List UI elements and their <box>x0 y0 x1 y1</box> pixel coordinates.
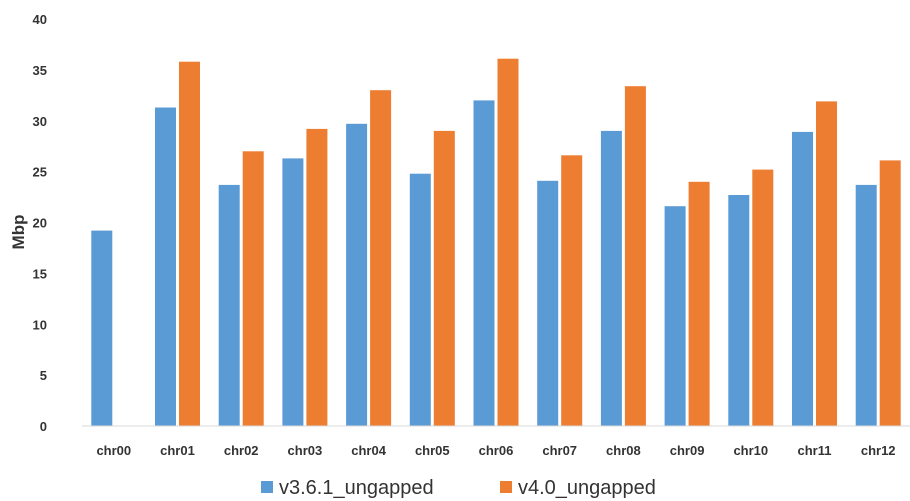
bar-chr09-series-1 <box>664 206 686 426</box>
bar-chr03-series-1 <box>282 158 304 426</box>
bar-chr02-series-2 <box>242 151 264 427</box>
bar-chr04-series-2 <box>370 90 392 426</box>
bar-chr08-series-1 <box>600 130 622 426</box>
y-tick-label: 40 <box>33 12 47 27</box>
x-tick-label: chr10 <box>733 443 768 458</box>
bar-chr12-series-1 <box>855 184 877 426</box>
legend: v3.6.1_ungapped v4.0_ungapped <box>261 477 656 499</box>
bar-chr02-series-1 <box>218 184 240 426</box>
x-axis: chr00 chr01 chr02 chr03 chr04 chr05 chr06 chr07… <box>82 425 910 458</box>
bar-chr10-series-2 <box>752 169 774 426</box>
bar-chr03-series-2 <box>306 128 328 426</box>
bar-chr05-series-1 <box>409 173 431 426</box>
legend-swatch <box>261 481 273 493</box>
x-tick-label: chr11 <box>798 443 832 458</box>
x-tick-label: chr00 <box>96 443 131 458</box>
x-tick-label: chr12 <box>861 443 896 458</box>
bar-chr12-series-2 <box>879 160 901 426</box>
y-tick-label: 0 <box>40 419 47 434</box>
legend-label: v4.0_ungapped <box>518 477 656 499</box>
legend-swatch <box>500 481 512 493</box>
x-tick-label: chr03 <box>288 443 323 458</box>
x-tick-label: chr04 <box>351 443 386 458</box>
bar-chr11-series-2 <box>816 101 837 427</box>
bar-chr05-series-2 <box>433 130 455 426</box>
bar-chr08-series-2 <box>624 86 646 426</box>
x-tick-label: chr09 <box>670 443 705 458</box>
x-tick-label: chr07 <box>542 443 577 458</box>
x-tick-label: chr05 <box>415 443 450 458</box>
bar-chr01-series-2 <box>179 61 200 426</box>
y-tick-label: 25 <box>33 165 47 180</box>
bar-chr01-series-1 <box>155 107 176 426</box>
x-tick-label: chr06 <box>479 443 514 458</box>
x-tick-label: chr02 <box>224 443 259 458</box>
y-tick-label: 15 <box>33 266 47 281</box>
bar-chr10-series-1 <box>728 195 750 426</box>
legend-label: v3.6.1_ungapped <box>279 477 434 499</box>
y-tick-label: 20 <box>33 216 47 231</box>
bar-chr09-series-2 <box>688 181 710 426</box>
y-tick-label: 5 <box>40 368 47 383</box>
bar-chr04-series-1 <box>346 123 368 427</box>
y-tick-label: 35 <box>33 63 47 78</box>
y-axis-title: Mbp <box>9 215 28 250</box>
bar-chr07-series-1 <box>537 180 559 426</box>
bar-chr00-series-1 <box>91 230 113 426</box>
bar-chr11-series-1 <box>792 131 813 426</box>
bar-chr06-series-2 <box>497 58 519 426</box>
x-tick-label: chr08 <box>606 443 641 458</box>
bar-chr06-series-1 <box>473 100 495 427</box>
y-tick-label: 10 <box>33 317 47 332</box>
bars <box>91 58 901 427</box>
y-tick-label: 30 <box>33 114 47 129</box>
bar-chr07-series-2 <box>561 155 583 427</box>
x-tick-label: chr01 <box>160 443 195 458</box>
y-axis: 0 5 10 15 20 25 30 35 40 <box>33 12 47 434</box>
